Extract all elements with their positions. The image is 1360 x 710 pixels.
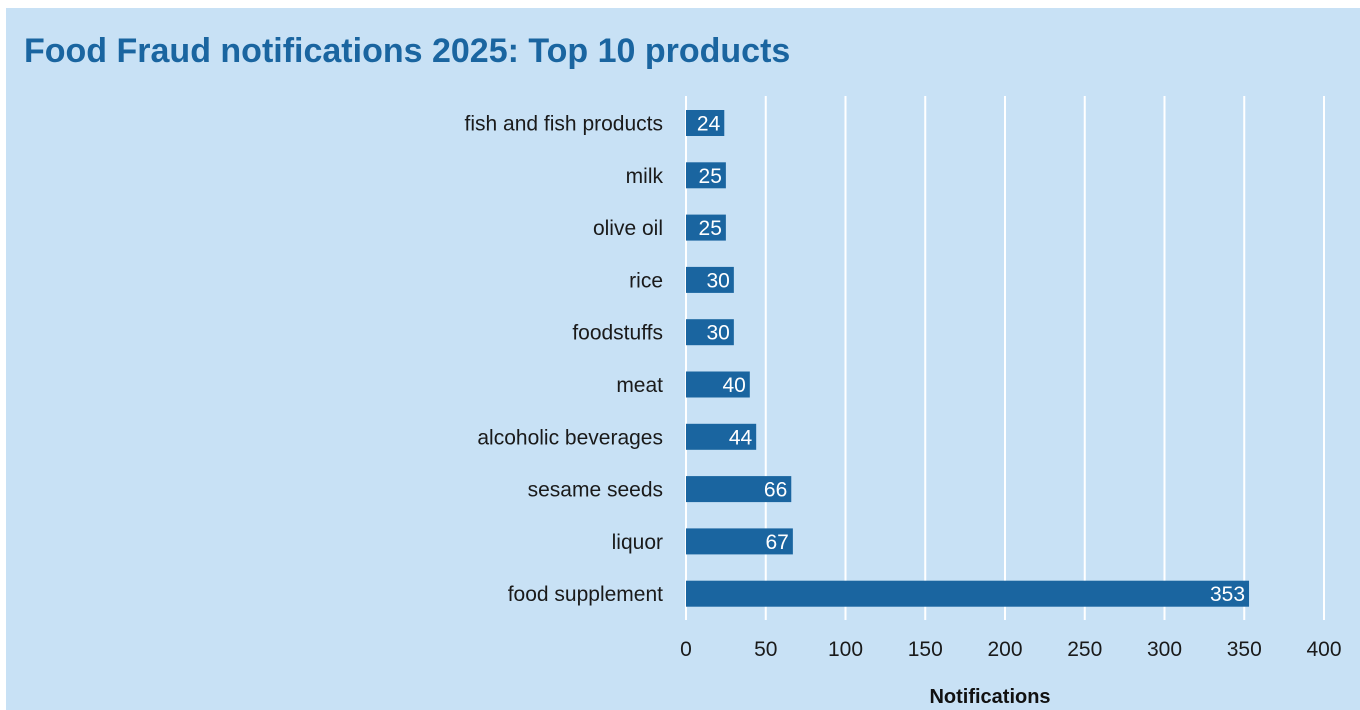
bar bbox=[686, 423, 757, 450]
category-label: rice bbox=[629, 269, 663, 292]
data-label: 24 bbox=[697, 113, 721, 136]
bar bbox=[686, 266, 734, 293]
category-label: food supplement bbox=[508, 583, 663, 606]
category-label: alcoholic beverages bbox=[477, 426, 663, 449]
x-axis-title: Notifications bbox=[929, 686, 1050, 708]
bar bbox=[686, 214, 726, 241]
data-label: 30 bbox=[706, 322, 729, 345]
data-label: 40 bbox=[722, 374, 745, 397]
x-axis-ticks: 0 50 100 150 200 250 300 350 400 bbox=[680, 638, 1341, 661]
data-label: 66 bbox=[764, 479, 787, 502]
data-label: 44 bbox=[729, 426, 753, 449]
x-tick-label: 50 bbox=[754, 638, 777, 661]
data-label: 25 bbox=[699, 165, 722, 188]
bars: 24 25 25 30 30 40 44 66 67 353 bbox=[686, 110, 1250, 607]
bar bbox=[686, 371, 750, 398]
bar bbox=[686, 319, 734, 346]
category-label: milk bbox=[626, 165, 664, 188]
category-label: fish and fish products bbox=[465, 113, 663, 136]
category-label: meat bbox=[616, 374, 663, 397]
bar bbox=[686, 162, 726, 189]
category-label: olive oil bbox=[593, 217, 663, 240]
chart-title: Food Fraud notifications 2025: Top 10 pr… bbox=[24, 32, 791, 70]
category-label: foodstuffs bbox=[572, 322, 663, 345]
bar bbox=[686, 476, 792, 503]
x-tick-label: 0 bbox=[680, 638, 692, 661]
x-tick-label: 150 bbox=[908, 638, 943, 661]
data-label: 25 bbox=[699, 217, 722, 240]
x-tick-label: 250 bbox=[1067, 638, 1102, 661]
category-label: sesame seeds bbox=[528, 479, 663, 502]
bar bbox=[686, 110, 725, 136]
category-labels: fish and fish products milk olive oil rice f… bbox=[465, 113, 664, 607]
data-label: 30 bbox=[706, 269, 729, 292]
data-label: 67 bbox=[766, 531, 789, 554]
data-label: 353 bbox=[1210, 583, 1245, 606]
bar bbox=[686, 528, 793, 555]
x-tick-label: 100 bbox=[828, 638, 863, 661]
x-tick-label: 350 bbox=[1227, 638, 1262, 661]
x-tick-label: 300 bbox=[1147, 638, 1182, 661]
x-tick-label: 400 bbox=[1306, 638, 1341, 661]
bar bbox=[686, 580, 1250, 607]
gridlines bbox=[685, 96, 1325, 620]
x-tick-label: 200 bbox=[987, 638, 1022, 661]
category-label: liquor bbox=[612, 531, 663, 554]
